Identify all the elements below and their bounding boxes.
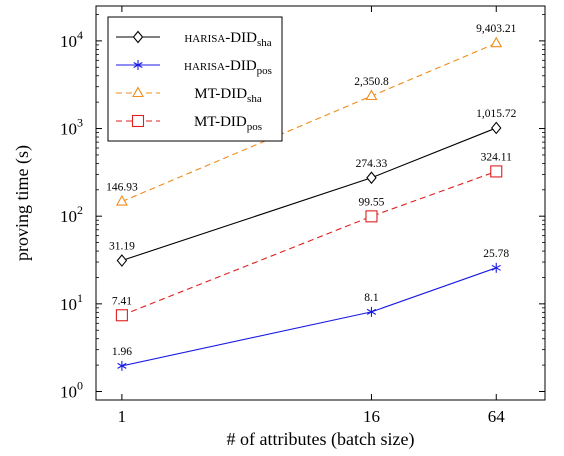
legend-entry: harisa-DIDpos	[116, 58, 272, 77]
legend-entry: harisa-DIDsha	[116, 30, 272, 49]
legend-label: MT-DIDsha	[194, 86, 262, 105]
series-harisa-did-sha-point	[116, 254, 128, 267]
data-label: 1,015.72	[476, 108, 517, 120]
data-label: 324.11	[481, 151, 512, 163]
data-label: 31.19	[109, 241, 135, 253]
legend-label: harisa-DIDsha	[184, 30, 271, 49]
x-tick-label: 16	[363, 407, 380, 426]
y-tick-base: 10	[60, 120, 77, 139]
data-labels: 31.19 274.33 1,015.72 1.96 8.1 25.78 146.93 2,3…	[106, 23, 517, 358]
x-tick-label: 64	[488, 407, 506, 426]
series-harisa-did-sha-point	[366, 171, 377, 185]
asterisk-stroke	[133, 62, 143, 68]
x-tick-label: 1	[118, 407, 127, 426]
series-harisa-did-pos	[117, 262, 501, 371]
legend-name: MT-DID	[194, 114, 247, 130]
series-mt-did-pos-line	[121, 170, 497, 316]
legend-name: harisa-DID	[184, 30, 257, 46]
series-mt-did-pos-point	[365, 210, 378, 223]
y-tick-base: 10	[60, 383, 77, 402]
asterisk-stroke	[366, 308, 377, 315]
y-tick-base: 10	[60, 207, 77, 226]
data-label: 25.78	[483, 248, 509, 260]
data-label: 99.55	[359, 196, 385, 208]
data-label: 7.41	[112, 295, 132, 307]
legend-marker	[132, 86, 144, 98]
asterisk-stroke	[491, 264, 501, 271]
y-tick-label: 104	[60, 28, 83, 51]
series-mt-did-sha-point	[115, 194, 128, 206]
y-tick-label: 101	[60, 291, 83, 314]
y-tick-label: 102	[60, 203, 83, 226]
y-tick-label: 100	[60, 379, 83, 402]
series-harisa-did-pos-point	[491, 262, 501, 273]
y-tick-base: 10	[60, 295, 77, 314]
y-tick-label: 103	[60, 116, 83, 139]
asterisk-stroke	[117, 362, 127, 369]
legend-subscript: pos	[247, 121, 262, 133]
legend-subscript: sha	[247, 93, 262, 105]
legend-label: harisa-DIDpos	[184, 58, 272, 77]
legend-name: harisa-DID	[184, 58, 257, 74]
y-tick-exponent: 3	[77, 116, 83, 130]
x-axis-label: # of attributes (batch size)	[227, 429, 415, 450]
plot-frame	[95, 5, 546, 401]
series-mt-did-pos	[115, 165, 503, 322]
legend-label: MT-DIDpos	[194, 114, 262, 133]
legend-marker	[131, 114, 145, 128]
plot-border	[95, 5, 546, 401]
series-mt-did-sha-point	[365, 89, 378, 101]
y-axis-label: proving time (s)	[12, 145, 33, 261]
series-mt-did-pos-point	[490, 165, 503, 178]
y-tick-exponent: 0	[77, 379, 83, 393]
series-harisa-did-pos-point	[366, 306, 377, 317]
series-mt-did-sha	[115, 36, 503, 206]
series-harisa-did-pos-line	[121, 267, 497, 367]
legend-subscript: sha	[257, 37, 272, 49]
y-tick-exponent: 1	[77, 291, 83, 305]
data-label: 9,403.21	[476, 23, 517, 35]
series-mt-did-sha-point	[490, 36, 503, 48]
data-label: 274.33	[356, 158, 388, 170]
data-label: 146.93	[106, 182, 138, 194]
legend-entry: MT-DIDsha	[116, 86, 262, 105]
legend-marker	[132, 30, 144, 44]
legend-marker	[133, 60, 143, 70]
y-tick-exponent: 4	[77, 28, 83, 42]
series-group	[115, 36, 503, 371]
legend-name: MT-DID	[194, 86, 247, 102]
series-harisa-did-pos-point	[117, 360, 127, 371]
y-tick-base: 10	[60, 32, 77, 51]
series-harisa-did-sha	[116, 121, 502, 267]
series-harisa-did-sha-point	[491, 121, 502, 135]
data-label: 1.96	[112, 346, 132, 358]
y-tick-exponent: 2	[77, 203, 83, 217]
data-label: 2,350.8	[354, 76, 389, 88]
legend-entry: MT-DIDpos	[116, 114, 262, 133]
legend-subscript: pos	[257, 65, 272, 77]
legend: harisa-DIDshaharisa-DIDposMT-DIDshaMT-DI…	[107, 16, 283, 142]
series-mt-did-pos-point	[115, 309, 128, 322]
data-label: 8.1	[364, 292, 379, 304]
